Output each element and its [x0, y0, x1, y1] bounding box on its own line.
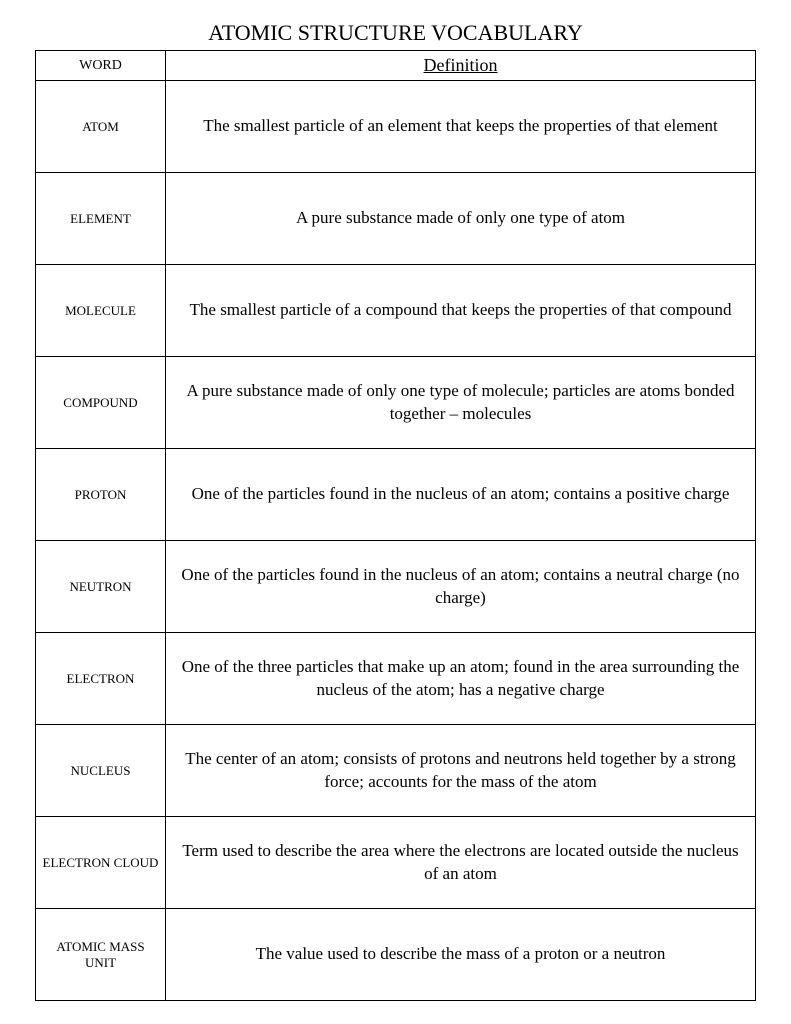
definition-cell: A pure substance made of only one type o… [166, 173, 756, 265]
page-title: ATOMIC STRUCTURE VOCABULARY [35, 20, 756, 46]
word-cell: ELECTRON CLOUD [36, 817, 166, 909]
definition-cell: The smallest particle of an element that… [166, 81, 756, 173]
table-header-row: WORD Definition [36, 51, 756, 81]
definition-cell: Term used to describe the area where the… [166, 817, 756, 909]
table-row: MOLECULE The smallest particle of a comp… [36, 265, 756, 357]
table-row: NUCLEUS The center of an atom; consists … [36, 725, 756, 817]
table-row: COMPOUND A pure substance made of only o… [36, 357, 756, 449]
word-cell: ATOMIC MASS UNIT [36, 909, 166, 1001]
definition-cell: One of the particles found in the nucleu… [166, 541, 756, 633]
table-row: ELECTRON One of the three particles that… [36, 633, 756, 725]
word-cell: ELEMENT [36, 173, 166, 265]
definition-cell: One of the three particles that make up … [166, 633, 756, 725]
definition-cell: A pure substance made of only one type o… [166, 357, 756, 449]
word-cell: PROTON [36, 449, 166, 541]
definition-cell: The smallest particle of a compound that… [166, 265, 756, 357]
definition-cell: The center of an atom; consists of proto… [166, 725, 756, 817]
table-row: ELECTRON CLOUD Term used to describe the… [36, 817, 756, 909]
word-cell: MOLECULE [36, 265, 166, 357]
definition-cell: One of the particles found in the nucleu… [166, 449, 756, 541]
vocabulary-table: WORD Definition ATOM The smallest partic… [35, 50, 756, 1001]
table-row: NEUTRON One of the particles found in th… [36, 541, 756, 633]
table-row: ATOMIC MASS UNIT The value used to descr… [36, 909, 756, 1001]
word-cell: ATOM [36, 81, 166, 173]
word-cell: NUCLEUS [36, 725, 166, 817]
word-cell: ELECTRON [36, 633, 166, 725]
word-cell: NEUTRON [36, 541, 166, 633]
column-header-definition: Definition [166, 51, 756, 81]
column-header-word: WORD [36, 51, 166, 81]
table-row: ATOM The smallest particle of an element… [36, 81, 756, 173]
word-cell: COMPOUND [36, 357, 166, 449]
table-row: ELEMENT A pure substance made of only on… [36, 173, 756, 265]
table-row: PROTON One of the particles found in the… [36, 449, 756, 541]
definition-cell: The value used to describe the mass of a… [166, 909, 756, 1001]
